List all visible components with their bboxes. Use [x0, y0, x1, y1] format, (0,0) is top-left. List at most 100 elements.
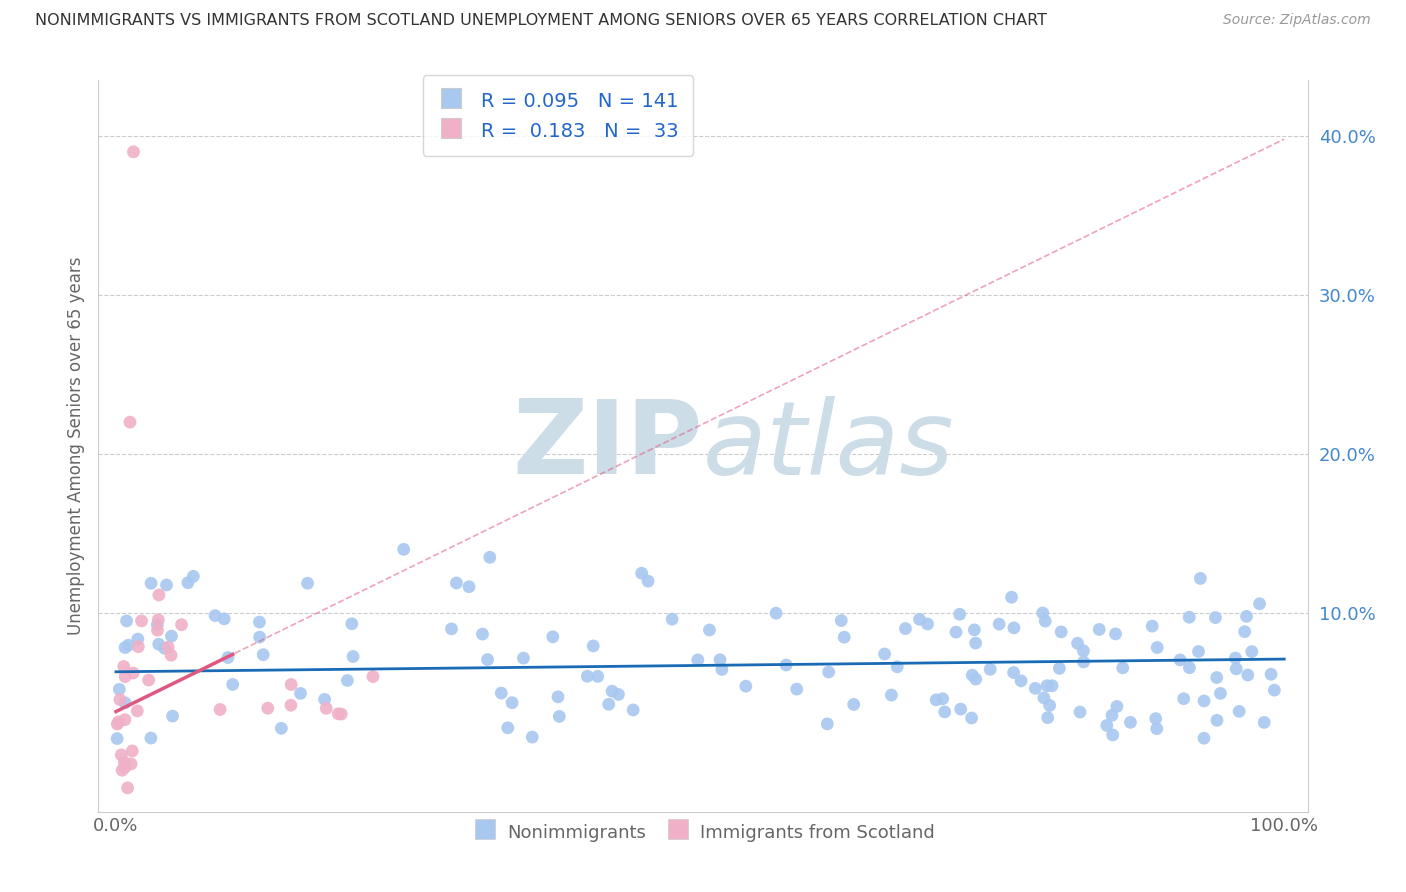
Y-axis label: Unemployment Among Seniors over 65 years: Unemployment Among Seniors over 65 years [66, 257, 84, 635]
Point [710, 663, 733, 677]
Point [1088, 623, 1111, 637]
Point [157, 640, 180, 654]
Point [786, 682, 808, 697]
Point [894, 622, 917, 636]
Point [600, 684, 623, 698]
Point [1144, 712, 1167, 726]
Point [440, 622, 463, 636]
Point [127, 704, 149, 718]
Point [496, 721, 519, 735]
Point [315, 701, 337, 715]
Point [934, 705, 956, 719]
Point [501, 696, 523, 710]
Point [630, 566, 652, 581]
Point [1249, 597, 1271, 611]
Point [842, 698, 865, 712]
Point [204, 608, 226, 623]
Point [148, 588, 170, 602]
Point [1036, 679, 1059, 693]
Point [817, 665, 839, 679]
Point [815, 717, 838, 731]
Point [280, 698, 302, 713]
Point [121, 744, 143, 758]
Point [212, 612, 235, 626]
Point [146, 623, 169, 637]
Point [127, 632, 149, 646]
Point [886, 660, 908, 674]
Point [1236, 609, 1258, 624]
Point [105, 731, 128, 746]
Point [122, 145, 145, 159]
Point [361, 669, 384, 683]
Point [963, 623, 986, 637]
Point [1192, 731, 1215, 746]
Point [1036, 711, 1059, 725]
Point [1227, 704, 1250, 718]
Point [1050, 624, 1073, 639]
Point [576, 669, 599, 683]
Point [108, 682, 131, 697]
Point [1040, 679, 1063, 693]
Point [160, 629, 183, 643]
Point [342, 649, 364, 664]
Point [1073, 644, 1095, 658]
Point [446, 576, 468, 591]
Point [1189, 571, 1212, 585]
Point [949, 702, 972, 716]
Point [256, 701, 278, 715]
Point [1104, 627, 1126, 641]
Text: atlas: atlas [703, 396, 955, 496]
Point [1101, 728, 1123, 742]
Point [965, 672, 987, 686]
Point [709, 653, 731, 667]
Point [1032, 606, 1054, 620]
Point [917, 617, 939, 632]
Point [1112, 661, 1135, 675]
Point [1146, 722, 1168, 736]
Point [477, 652, 499, 666]
Point [873, 647, 896, 661]
Point [1260, 667, 1282, 681]
Point [512, 651, 534, 665]
Point [162, 709, 184, 723]
Point [160, 648, 183, 663]
Point [114, 640, 136, 655]
Point [155, 578, 177, 592]
Point [1033, 614, 1056, 628]
Point [340, 616, 363, 631]
Point [139, 731, 162, 745]
Point [1066, 636, 1088, 650]
Point [118, 415, 141, 429]
Point [115, 614, 138, 628]
Point [336, 673, 359, 688]
Point [108, 692, 131, 706]
Point [221, 677, 243, 691]
Point [114, 713, 136, 727]
Point [1105, 699, 1128, 714]
Point [290, 686, 312, 700]
Point [637, 574, 659, 589]
Point [217, 650, 239, 665]
Point [1069, 705, 1091, 719]
Point [988, 617, 1011, 632]
Point [1205, 671, 1227, 685]
Point [1047, 661, 1070, 675]
Point [765, 606, 787, 620]
Point [314, 692, 336, 706]
Point [1173, 691, 1195, 706]
Point [153, 641, 176, 656]
Point [491, 686, 513, 700]
Point [1206, 714, 1229, 728]
Point [138, 673, 160, 687]
Point [1002, 665, 1025, 680]
Text: Source: ZipAtlas.com: Source: ZipAtlas.com [1223, 13, 1371, 28]
Legend: Nonimmigrants, Immigrants from Scotland: Nonimmigrants, Immigrants from Scotland [464, 814, 942, 850]
Point [1039, 698, 1062, 713]
Point [177, 575, 200, 590]
Point [1032, 690, 1054, 705]
Point [1192, 694, 1215, 708]
Point [392, 542, 415, 557]
Text: NONIMMIGRANTS VS IMMIGRANTS FROM SCOTLAND UNEMPLOYMENT AMONG SENIORS OVER 65 YEA: NONIMMIGRANTS VS IMMIGRANTS FROM SCOTLAN… [35, 13, 1047, 29]
Point [1253, 715, 1275, 730]
Point [1140, 619, 1163, 633]
